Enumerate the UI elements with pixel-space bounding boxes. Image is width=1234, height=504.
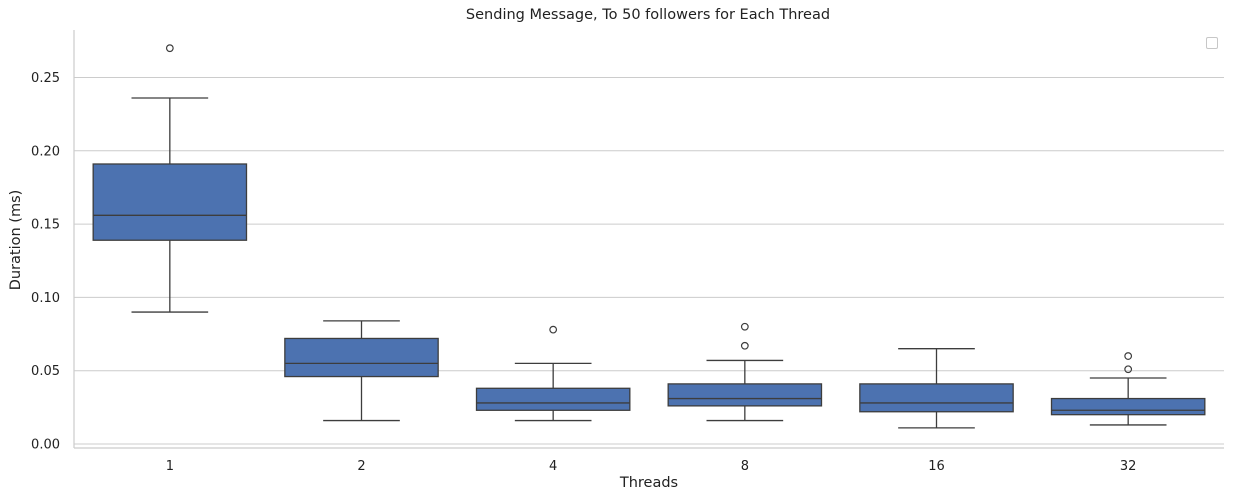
- y-tick-label: 0.05: [31, 364, 60, 379]
- outlier-point: [549, 325, 558, 334]
- y-tick-label: 0.20: [31, 144, 60, 159]
- box-iqr: [92, 163, 248, 241]
- x-tick-label: 2: [357, 459, 365, 474]
- box-iqr: [859, 383, 1014, 413]
- box-group: [1050, 352, 1206, 426]
- outlier-point: [1124, 352, 1133, 360]
- y-tick-label: 0.15: [31, 218, 60, 233]
- boxes: [92, 44, 1206, 429]
- grid-lines: [74, 77, 1224, 445]
- box-iqr: [284, 337, 439, 378]
- box-iqr: [1050, 397, 1206, 416]
- outlier-point: [165, 44, 174, 53]
- box-iqr: [667, 383, 823, 407]
- outlier-point: [1124, 365, 1133, 374]
- y-tick-label: 0.25: [31, 71, 60, 86]
- outlier-point: [740, 322, 749, 331]
- y-tick-label: 0.00: [31, 438, 60, 453]
- x-axis-label: Threads: [619, 475, 679, 491]
- y-tick-label: 0.10: [31, 291, 60, 306]
- box-group: [859, 348, 1014, 429]
- box-group: [284, 320, 439, 422]
- box-group: [667, 322, 823, 422]
- x-tick-label: 32: [1120, 459, 1137, 474]
- x-tick-label: 1: [166, 459, 174, 474]
- outlier-point: [740, 341, 749, 350]
- legend-box: [1206, 37, 1218, 49]
- box-iqr: [475, 387, 631, 411]
- axes: 0.00 0.05 0.10 0.15 0.20 0.25 1 2 4 8 16 32: [31, 30, 1224, 474]
- x-tick-label: 8: [741, 459, 749, 474]
- chart-title: Sending Message, To 50 followers for Eac…: [465, 7, 831, 23]
- x-tick-label: 4: [549, 459, 557, 474]
- box-group: [92, 44, 248, 313]
- x-tick-label: 16: [928, 459, 945, 474]
- box-group: [475, 325, 631, 422]
